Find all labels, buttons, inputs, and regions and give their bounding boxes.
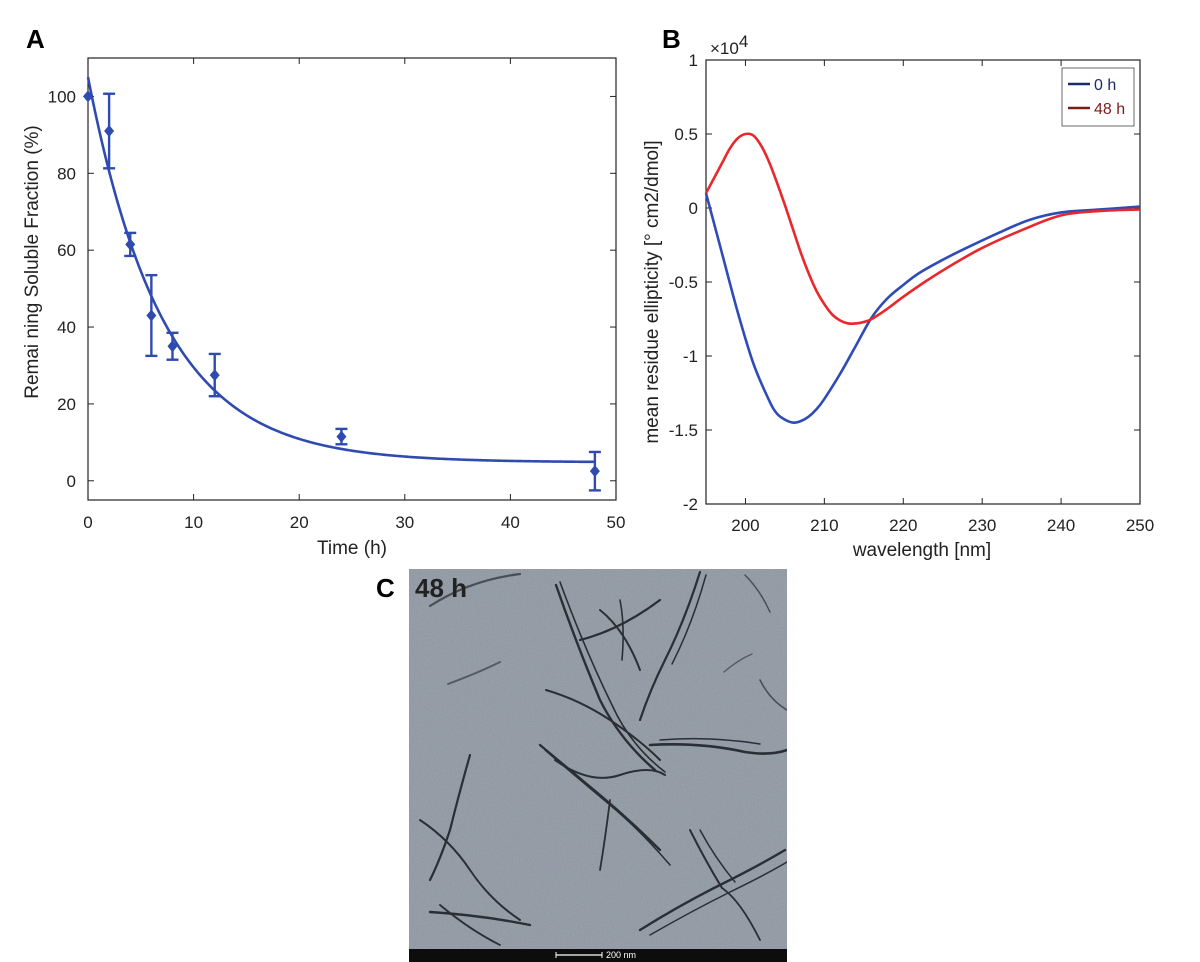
tem-micrograph: 200 nm — [409, 569, 787, 962]
b-xtick-label: 240 — [1047, 516, 1075, 535]
scale-bar-label: 200 nm — [606, 950, 636, 960]
legend-box — [1061, 67, 1135, 127]
panel-letter-c: C — [376, 573, 395, 603]
panel-b-exponent-power: 4 — [739, 32, 748, 51]
a-ytick-label: 60 — [57, 241, 76, 260]
b-ytick-label: -1 — [683, 347, 698, 366]
b-xtick-label: 200 — [731, 516, 759, 535]
a-ytick-label: 20 — [57, 395, 76, 414]
a-xtick-label: 0 — [83, 513, 92, 532]
tem-grain — [409, 569, 787, 949]
panel-b-xlabel: wavelength [nm] — [852, 540, 991, 561]
tem-title: 48 h — [415, 573, 467, 603]
a-ytick-label: 100 — [48, 87, 76, 106]
panel-letter-a: A — [26, 24, 45, 54]
a-data-point-0 — [83, 90, 93, 103]
b-xtick-label: 250 — [1126, 516, 1154, 535]
a-data-point-3 — [146, 309, 157, 322]
b-ytick-label: -1.5 — [669, 421, 698, 440]
a-ytick-label: 40 — [57, 318, 76, 337]
panel-a-chart: 0 10 20 30 40 50 0 20 40 60 80 100 Time (h) Remai n… — [22, 57, 626, 559]
a-data-point-7 — [589, 465, 600, 478]
b-series-line-1 — [704, 132, 1141, 326]
a-ytick-label: 80 — [57, 164, 76, 183]
a-xtick-label: 40 — [501, 513, 520, 532]
b-ytick-label: -2 — [683, 495, 698, 514]
legend-label-0h: 0 h — [1094, 77, 1116, 94]
panel-b-legend: 0 h 48 h — [1061, 67, 1135, 127]
panel-a-xlabel: Time (h) — [317, 538, 387, 559]
a-fit-curve — [86, 76, 595, 464]
a-xtick-label: 50 — [607, 513, 626, 532]
legend-label-48h: 48 h — [1094, 101, 1125, 118]
a-xtick-label: 30 — [395, 513, 414, 532]
tem-fibrils — [419, 570, 787, 946]
panel-a-frame — [87, 57, 617, 501]
a-ytick-label: 0 — [67, 472, 76, 491]
a-xtick-label: 10 — [184, 513, 203, 532]
a-data-point-5 — [209, 369, 220, 382]
b-ytick-label: 1 — [689, 51, 698, 70]
panel-b-exponent: ×104 — [710, 32, 748, 58]
b-ytick-label: 0 — [689, 199, 698, 218]
panel-letter-b: B — [662, 24, 681, 54]
a-xtick-label: 20 — [290, 513, 309, 532]
a-data-point-2 — [125, 238, 136, 251]
b-ytick-label: 0.5 — [674, 125, 698, 144]
b-series-line-0 — [704, 192, 1141, 424]
b-xtick-label: 210 — [810, 516, 838, 535]
a-data-point-1 — [104, 125, 115, 138]
panel-b-ylabel: mean residue ellipticity [° cm2/dmol] — [642, 140, 663, 443]
panel-a-ylabel: Remai ning Soluble Fraction (%) — [22, 125, 43, 399]
b-xtick-label: 230 — [968, 516, 996, 535]
panel-b-exponent-base: ×10 — [710, 39, 739, 58]
b-xtick-label: 220 — [889, 516, 917, 535]
a-data-point-4 — [167, 340, 178, 353]
b-ytick-label: -0.5 — [669, 273, 698, 292]
a-data-point-6 — [336, 430, 347, 443]
